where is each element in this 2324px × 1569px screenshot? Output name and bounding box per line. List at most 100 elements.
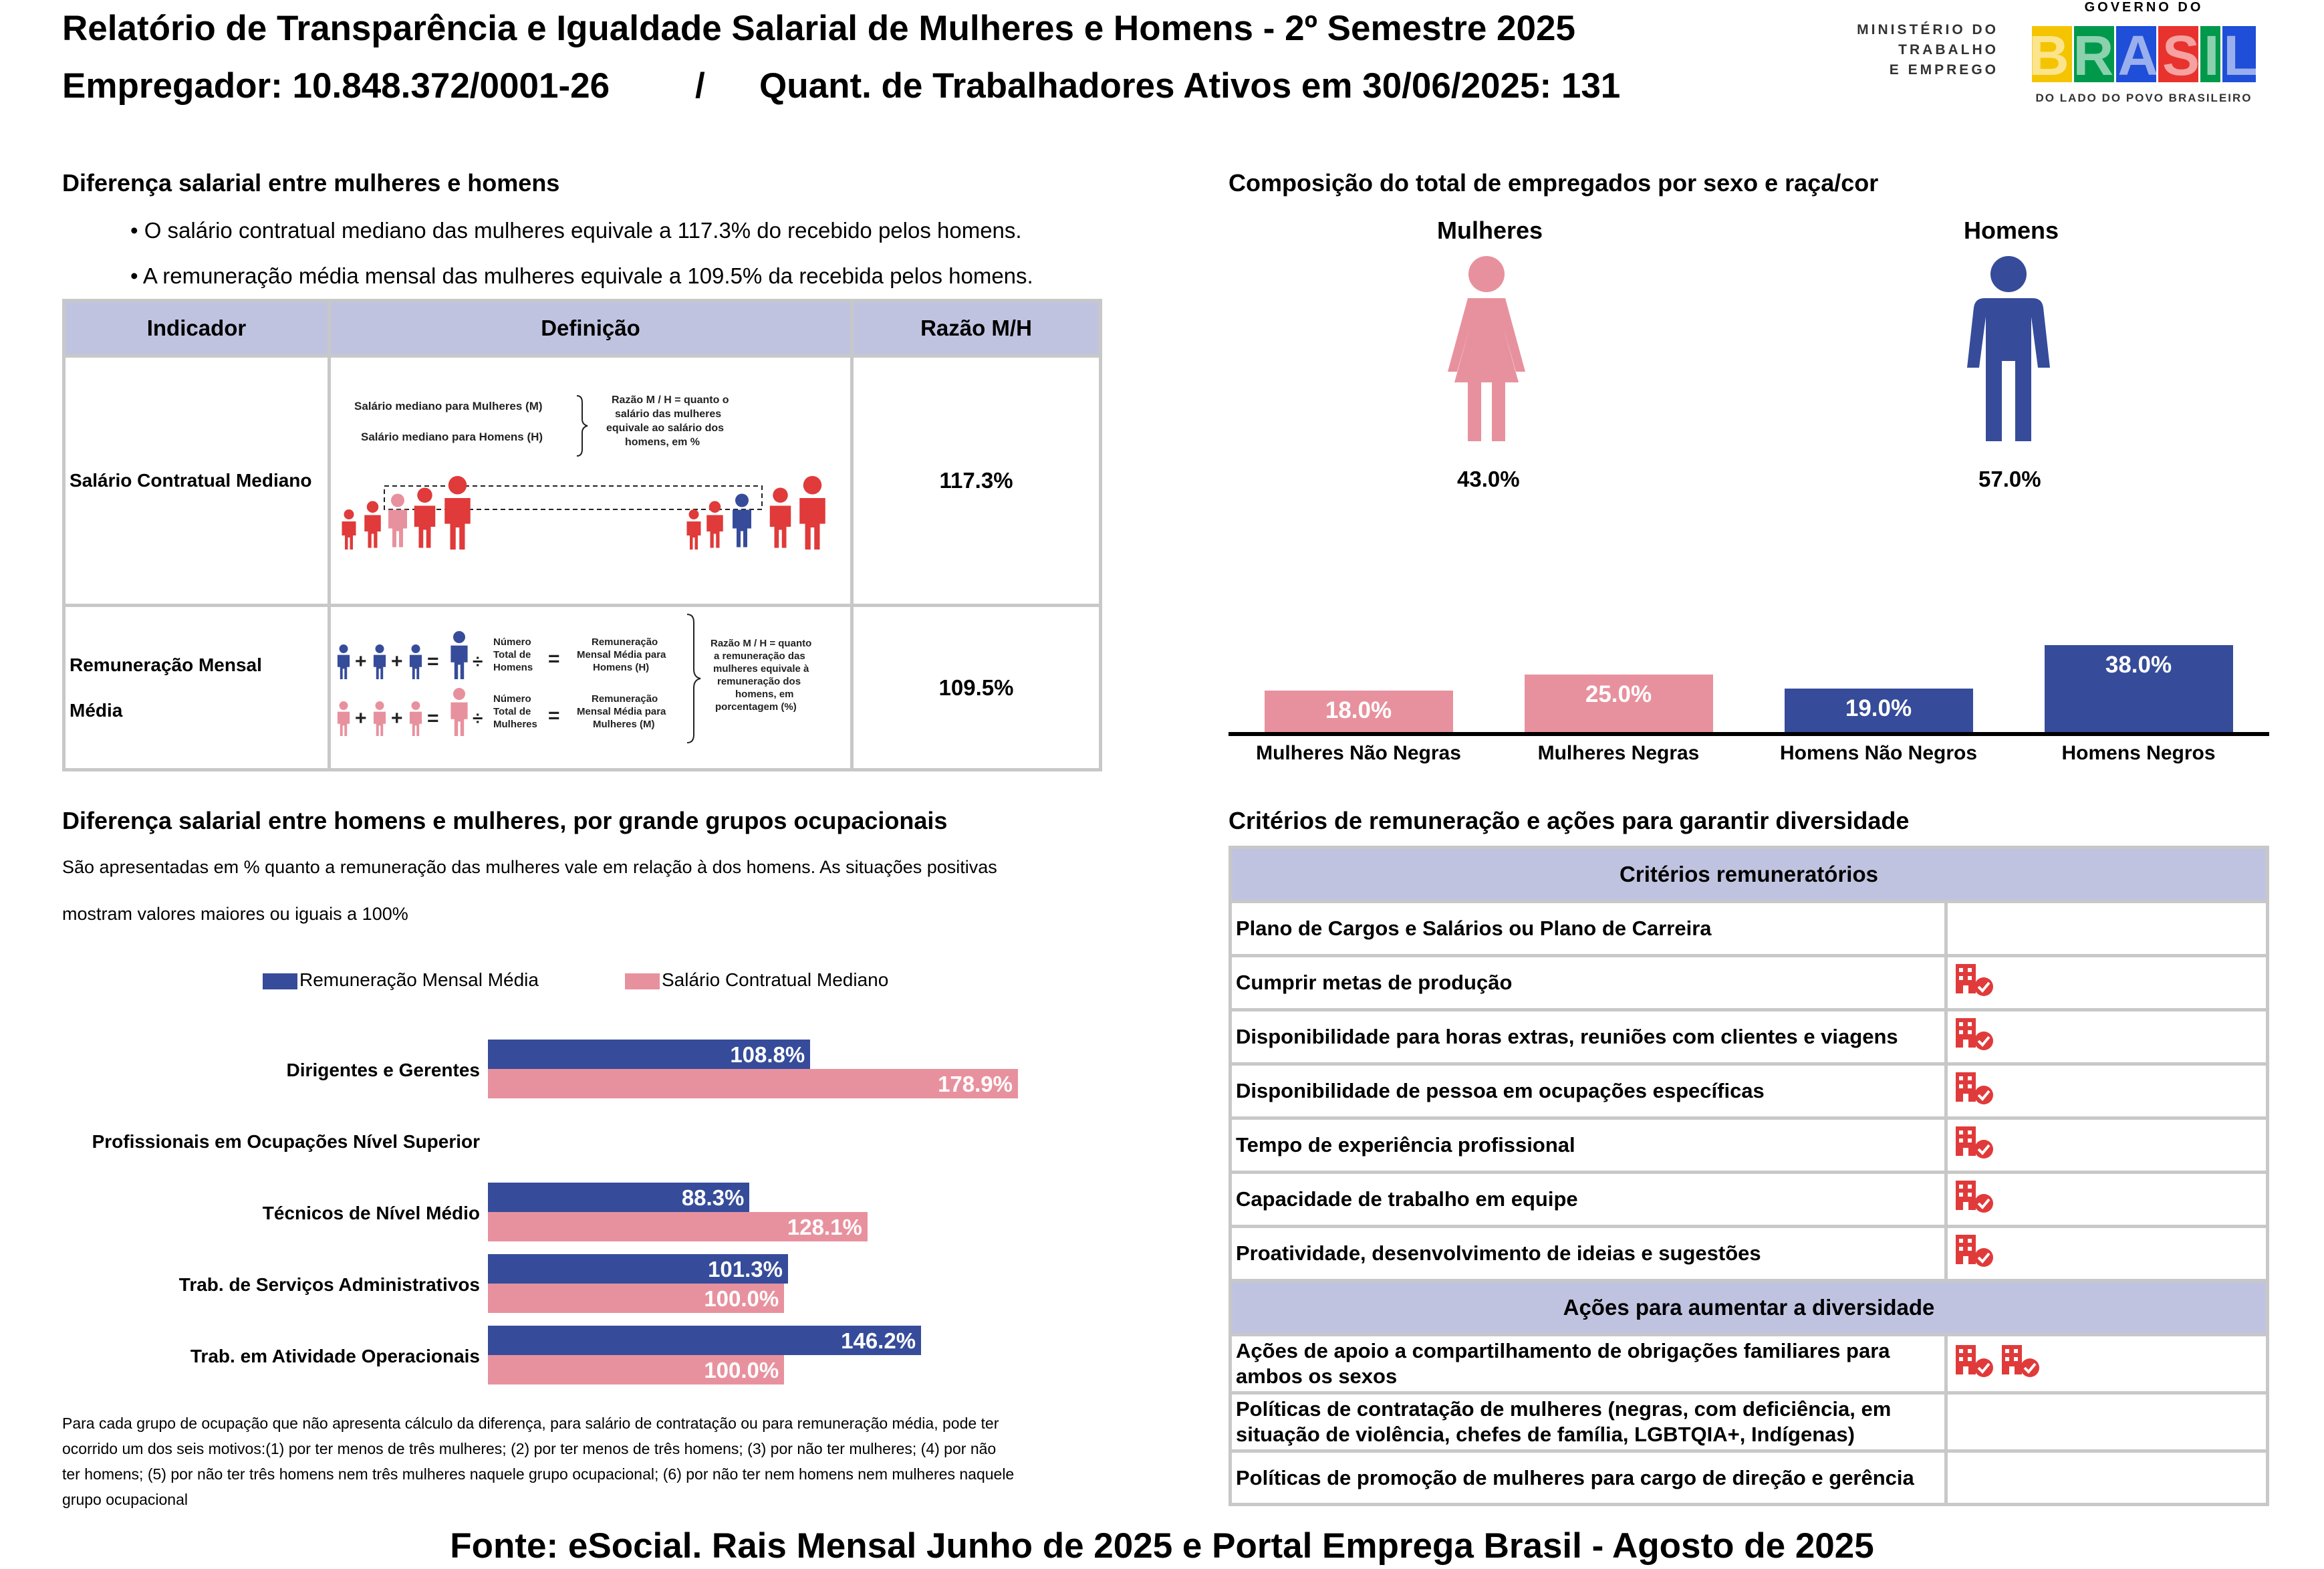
svg-text:÷: ÷ (473, 708, 483, 729)
composition-title: Composição do total de empregados por se… (1229, 169, 1879, 197)
avg-remuneration-bar: 108.8% (488, 1040, 811, 1069)
median-salary-bar: 128.1% (488, 1212, 868, 1241)
def-note-2: salário das mulheres (615, 408, 721, 420)
bar-value: 100.0% (704, 1358, 779, 1382)
occupational-subtitle-1: São apresentadas em % quanto a remuneraç… (62, 857, 997, 877)
occupation-label: Profissionais em Ocupações Nível Superio… (92, 1131, 480, 1152)
gov-bottom-text: DO LADO DO POVO BRASILEIRO (2035, 92, 2252, 104)
criterion-label: Disponibilidade de pessoa em ocupações e… (1229, 1062, 1948, 1120)
criterion-icons (1944, 1171, 2269, 1228)
legend-median-swatch (625, 973, 660, 989)
race-bar-value: 18.0% (1325, 697, 1392, 724)
criterion-label: Disponibilidade para horas extras, reuni… (1229, 1008, 1948, 1066)
avg-note-5: homens, em (735, 689, 794, 700)
active-workers: Quant. de Trabalhadores Ativos em 30/06/… (759, 66, 1621, 106)
women-result-2: Mensal Média para (577, 706, 666, 717)
bar-value: 88.3% (681, 1185, 745, 1210)
company-check-icon (1954, 1071, 1994, 1106)
pay-gap-title: Diferença salarial entre mulheres e home… (62, 169, 560, 197)
svg-text:+: + (391, 650, 403, 673)
footnote-line-1: Para cada grupo de ocupação que não apre… (62, 1415, 999, 1432)
race-bar-value: 25.0% (1585, 681, 1652, 708)
men-count-2: Total de (493, 649, 531, 660)
avg-remuneration-bar: 88.3% (488, 1183, 750, 1212)
ministry-line1: MINISTÉRIO DO (1857, 22, 1998, 37)
occupational-bar-chart: Dirigentes e Gerentes 108.8% 178.9% Profiss… (52, 1030, 1122, 1384)
race-bar-value: 38.0% (2105, 652, 2172, 678)
average-remuneration-illustration: + + = ÷ Número Total de Homens = Remuner… (337, 613, 811, 743)
ministry-line2: TRABALHO (1898, 42, 1998, 57)
race-category-label: Mulheres Não Negras (1256, 742, 1461, 764)
gov-top-text: GOVERNO DO (2084, 0, 2204, 15)
criteria-table: Critérios remuneratórios Plano de Cargos… (1229, 846, 2269, 1506)
median-salary-bar: 100.0% (488, 1284, 785, 1313)
occupation-label: Trab. de Serviços Administrativos (178, 1274, 480, 1295)
median-salary-illustration: Salário mediano para Mulheres (M) Salári… (342, 394, 825, 550)
avg-remuneration-bar: 146.2% (488, 1326, 922, 1355)
bar-value: 108.8% (730, 1042, 805, 1067)
table-row: Políticas de contratação de mulheres (ne… (1229, 1391, 2269, 1453)
table-row: Ações de apoio a compartilhamento de obr… (1229, 1333, 2269, 1395)
table-row: Remuneração Mensal Média + + = ÷ Número … (62, 604, 1102, 771)
man-figure-icon (1967, 256, 2050, 441)
company-check-icon (1954, 1233, 1994, 1268)
occupational-footnote: Para cada grupo de ocupação que não apre… (62, 1411, 1118, 1512)
race-bar: 38.0% (2044, 645, 2233, 732)
action-icons (1944, 1391, 2269, 1453)
race-bar: 25.0% (1524, 675, 1713, 732)
footnote-line-4: grupo ocupacional (62, 1491, 188, 1508)
men-percentage: 57.0% (1978, 467, 2041, 491)
svg-text:+: + (391, 707, 403, 729)
ratio-avg-remuneration: 109.5% (850, 604, 1102, 771)
criteria-header-row: Critérios remuneratórios (1229, 846, 2269, 903)
race-bar: 18.0% (1264, 691, 1453, 732)
svg-text:+: + (355, 650, 367, 673)
table-row: Proatividade, desenvolvimento de ideias … (1229, 1225, 2269, 1282)
action-label: Ações de apoio a compartilhamento de obr… (1229, 1333, 1948, 1395)
def-note-4: homens, em % (625, 437, 700, 448)
svg-text:=: = (548, 705, 560, 727)
definition-median-diagram: Salário mediano para Mulheres (M) Salári… (328, 354, 854, 607)
criterion-label: Proatividade, desenvolvimento de ideias … (1229, 1225, 1948, 1282)
employer-id: Empregador: 10.848.372/0001-26 (62, 66, 610, 106)
men-result-1: Remuneração (592, 636, 658, 648)
bar-value: 146.2% (841, 1328, 916, 1353)
occupation-label: Trab. em Atividade Operacionais (190, 1346, 480, 1366)
footnote-line-3: ter homens; (5) por não ter três homens … (62, 1465, 1015, 1483)
brasil-text: BRASIL (2029, 24, 2262, 87)
criterion-label: Capacidade de trabalho em equipe (1229, 1171, 1948, 1228)
header-separator: / (695, 66, 705, 106)
company-check-icon (1954, 1125, 1994, 1160)
company-check-icon (1954, 1179, 1994, 1214)
col-definition: Definição (328, 299, 854, 358)
criterion-icons (1944, 1062, 2269, 1120)
men-result-2: Mensal Média para (577, 649, 666, 660)
report-title: Relatório de Transparência e Igualdade S… (62, 9, 1575, 48)
definition-average-diagram: + + = ÷ Número Total de Homens = Remuner… (328, 604, 854, 771)
table-row: Cumprir metas de produção (1229, 954, 2269, 1011)
avg-note-1: Razão M / H = quanto (711, 638, 811, 649)
table-row: Capacidade de trabalho em equipe (1229, 1171, 2269, 1228)
def-note-1: Razão M / H = quanto o (612, 394, 729, 406)
table-row: Salário Contratual Mediano Salário media… (62, 354, 1102, 607)
indicator-table-header: Indicador Definição Razão M/H (62, 299, 1102, 358)
race-composition-chart: 18.0% Mulheres Não Negras 25.0% Mulheres Ne… (1229, 628, 2269, 769)
criterion-icons (1944, 954, 2269, 1011)
criterion-icons (1944, 900, 2269, 957)
indicator-avg-line2: Média (70, 699, 123, 721)
action2-line1: Políticas de contratação de mulheres (ne… (1236, 1397, 1892, 1421)
svg-text:+: + (355, 707, 367, 729)
action1-line1: Ações de apoio a compartilhamento de obr… (1236, 1339, 1890, 1362)
men-result-3: Homens (H) (593, 662, 649, 673)
svg-text:=: = (427, 650, 439, 673)
def-note-3: equivale ao salário dos (606, 423, 724, 434)
criterion-label: Tempo de experiência profissional (1229, 1116, 1948, 1174)
indicator-median-salary: Salário Contratual Mediano (62, 354, 331, 607)
criterion-label: Cumprir metas de produção (1229, 954, 1948, 1011)
women-count-3: Mulheres (493, 719, 537, 730)
race-category-label: Homens Não Negros (1779, 742, 1978, 764)
woman-figure-icon (1448, 256, 1525, 441)
bar-value: 100.0% (704, 1286, 779, 1311)
criterion-icons (1944, 1008, 2269, 1066)
ministry-line3: E EMPREGO (1889, 62, 1998, 78)
